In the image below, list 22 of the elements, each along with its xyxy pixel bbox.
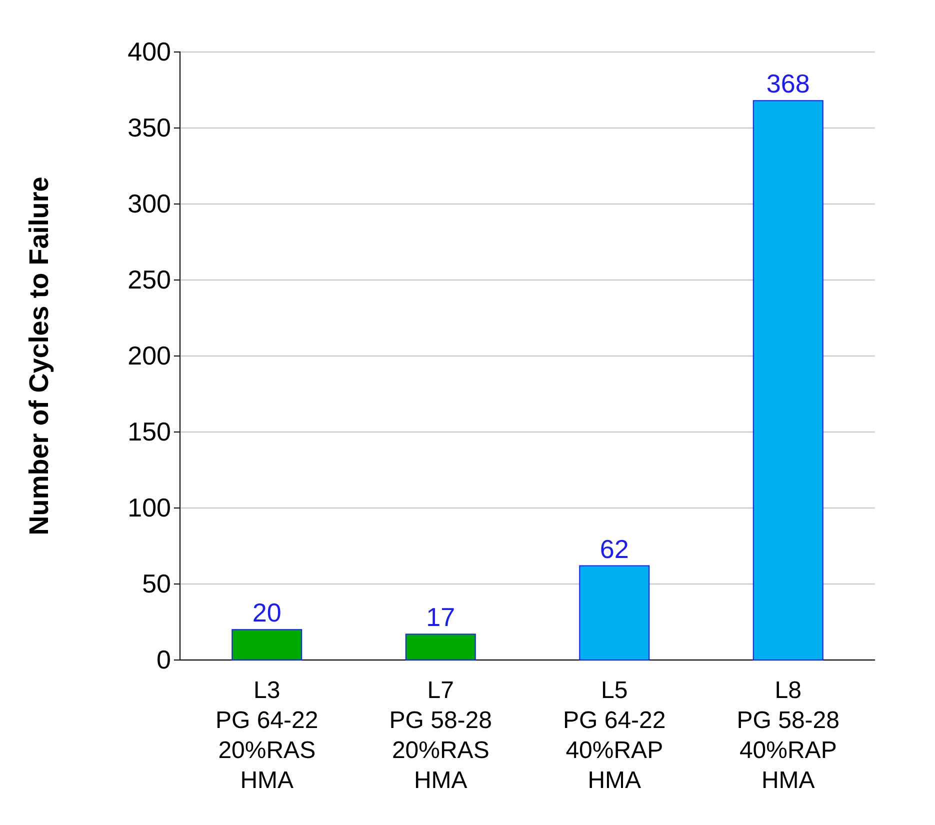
y-tick-label: 0 [156, 644, 171, 674]
bar [232, 629, 302, 660]
y-tick-label: 200 [128, 340, 171, 370]
x-tick-label: L8 PG 58-28 40%RAP HMA [736, 677, 840, 794]
data-label: 20 [252, 598, 282, 628]
y-axis-title: Number of Cycles to Failure [24, 176, 54, 536]
data-label: 368 [766, 68, 810, 99]
y-tick-label: 250 [128, 264, 171, 294]
bar [405, 634, 476, 660]
y-tick-label: 300 [128, 188, 171, 218]
y-tick-label: 50 [142, 568, 171, 598]
y-tick-label: 350 [128, 112, 171, 142]
x-tick-label: L7 PG 58-28 20%RAS HMA [389, 677, 492, 794]
bar [579, 565, 650, 660]
y-tick-label: 150 [128, 416, 171, 446]
x-tick-label: L5 PG 64-22 40%RAP HMA [563, 677, 666, 794]
y-tick-label: 400 [128, 36, 171, 66]
data-label: 62 [600, 534, 629, 564]
x-tick-label: L3 PG 64-22 20%RAS HMA [216, 677, 318, 794]
data-label: 17 [426, 602, 456, 632]
bar [752, 100, 824, 660]
y-tick-label: 100 [128, 492, 171, 522]
